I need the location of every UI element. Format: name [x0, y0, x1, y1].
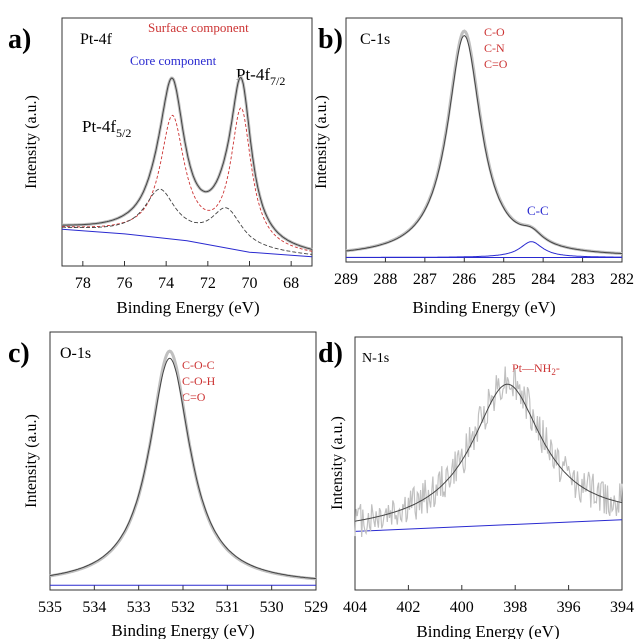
panel-a-peak-52-label: Pt-4f5/2 [82, 117, 131, 140]
panel-a-plot-frame [61, 17, 313, 267]
panel-a-peak-72-label: Pt-4f7/2 [236, 65, 285, 88]
panel-c-coh-annotation: C-O-H [182, 374, 216, 388]
panel-d-plot-frame [354, 336, 623, 591]
panel-d-x-tick-label: 404 [343, 599, 367, 616]
panel-a-y-axis-label: Intensity (a.u.) [23, 95, 40, 189]
panel-a-core-component-curve [62, 188, 313, 255]
panel-c-x-axis-label: Binding Energy (eV) [111, 621, 254, 639]
panel-a-label: a) [8, 24, 31, 55]
panel-a-x-tick-label: 72 [200, 275, 216, 292]
panel-a-fit-curve [62, 77, 313, 250]
panel-d-x-tick-label: 400 [450, 599, 474, 616]
panel-a-x-axis-label: Binding Energy (eV) [116, 298, 259, 317]
panel-b-x-tick-label: 286 [452, 271, 476, 288]
panel-d-x-tick-label: 398 [503, 599, 527, 616]
panel-a: a) Pt-4f Surface component Core componen… [8, 17, 313, 317]
panel-c-curves: 535 534 533 532 531 530 529 [38, 349, 328, 616]
panel-d-y-axis-label: Intensity (a.u.) [329, 416, 346, 510]
panel-d: d) N-1s Pt—NH2- Binding Energy (eV) Inte… [318, 336, 623, 641]
panel-d-label: d) [318, 338, 343, 369]
panel-b-x-tick-label: 284 [531, 271, 555, 288]
panel-a-curves: 78 76 74 72 70 68 [61, 76, 313, 292]
panel-a-x-tick-label: 78 [75, 275, 91, 292]
panel-c: c) O-1s C-O-C C-O-H C=O Binding Energy (… [8, 331, 317, 640]
panel-a-peak-52-main: Pt-4f [82, 117, 116, 136]
panel-b-plot-frame [345, 17, 623, 263]
panel-b-x-tick-label: 283 [571, 271, 595, 288]
panel-a-x-tick-label: 70 [242, 275, 258, 292]
panel-c-x-tick-label: 532 [171, 599, 195, 616]
panel-d-title: N-1s [362, 351, 389, 366]
panel-d-pt-nh2-sub: 2 [551, 367, 556, 377]
panel-b-x-axis-label: Binding Energy (eV) [412, 298, 555, 317]
panel-c-label: c) [8, 338, 30, 369]
panel-b-x-tick-label: 287 [413, 271, 437, 288]
panel-d-pt-nh2-main: Pt—NH [512, 361, 552, 375]
panel-d-x-tick-label: 396 [557, 599, 581, 616]
panel-b-x-tick-label: 288 [373, 271, 397, 288]
panel-b-label: b) [318, 24, 343, 55]
panel-d-baseline [354, 519, 623, 532]
panel-b-x-tick-label: 282 [610, 271, 634, 288]
panel-c-x-tick-label: 530 [260, 599, 284, 616]
panel-c-x-tick-label: 529 [304, 599, 328, 616]
panel-a-peak-52-sub: 5/2 [116, 126, 131, 140]
panel-b-cn-annotation: C-N [484, 41, 505, 55]
panel-b-x-tick-label: 285 [492, 271, 516, 288]
panel-d-x-tick-label: 394 [610, 599, 634, 616]
panel-c-y-axis-label: Intensity (a.u.) [23, 414, 40, 508]
panel-b-fit-curve [345, 35, 622, 254]
panel-b-curves: 289 288 287 286 285 284 283 282 [334, 29, 634, 288]
panel-b-co-annotation: C-O [484, 25, 505, 39]
panel-c-x-tick-label: 533 [127, 599, 151, 616]
panel-c-x-tick-label: 535 [38, 599, 62, 616]
panel-b-x-tick-label: 289 [334, 271, 358, 288]
panel-a-baseline [61, 228, 313, 258]
panel-a-surface-component-curve [61, 107, 313, 252]
panel-a-peak-72-sub: 7/2 [270, 74, 285, 88]
panel-a-x-tick-label: 68 [283, 275, 299, 292]
panel-a-core-annotation: Core component [130, 53, 217, 68]
panel-d-pt-nh2-annotation: Pt—NH2- [512, 361, 560, 377]
panel-b-title: C-1s [360, 31, 390, 48]
panel-b-y-axis-label: Intensity (a.u.) [313, 95, 330, 189]
panel-d-data-curve [354, 366, 623, 538]
panel-a-data-curve [62, 76, 313, 251]
panel-c-fit-curve [49, 357, 317, 580]
panel-a-x-tick-label: 74 [158, 275, 174, 292]
panel-d-pt-nh2-suffix: - [556, 361, 560, 375]
panel-a-surface-annotation: Surface component [148, 20, 249, 35]
panel-c-c-double-o-annotation: C=O [182, 390, 206, 404]
panel-d-x-axis-label: Binding Energy (eV) [416, 622, 559, 639]
panel-c-coc-annotation: C-O-C [182, 358, 215, 372]
panel-c-x-tick-label: 531 [215, 599, 239, 616]
panel-a-x-tick-label: 76 [117, 275, 133, 292]
panel-a-title: Pt-4f [80, 31, 113, 48]
panel-b-c-double-o-annotation: C=O [484, 57, 508, 71]
panel-c-title: O-1s [60, 345, 91, 362]
panel-b-cc-annotation: C-C [527, 203, 549, 218]
panel-b-minor-component-curve [346, 241, 622, 258]
panel-a-peak-72-main: Pt-4f [236, 65, 270, 84]
panel-d-fit-curve [354, 383, 623, 522]
panel-c-x-tick-label: 534 [82, 599, 106, 616]
panel-d-curves: 404 402 400 398 396 394 [343, 366, 634, 616]
panel-d-x-tick-label: 402 [396, 599, 420, 616]
panel-b: b) C-1s C-O C-N C=O C-C Binding Energy (… [313, 17, 623, 317]
